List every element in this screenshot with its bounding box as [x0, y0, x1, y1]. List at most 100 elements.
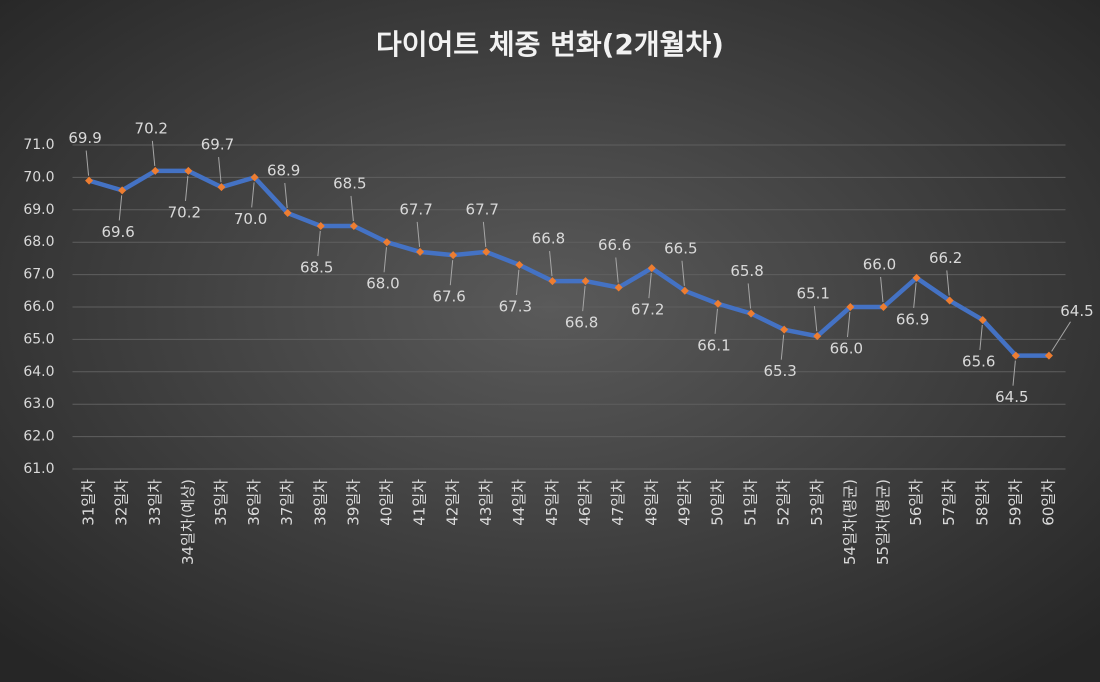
marker: [912, 273, 921, 282]
data-label: 66.0: [863, 256, 896, 274]
marker: [713, 299, 722, 308]
x-tick-label: 38일차: [311, 479, 329, 526]
x-tick-label: 34일차(예상): [179, 479, 197, 565]
y-tick-label: 71.0: [23, 137, 54, 153]
marker: [614, 283, 623, 292]
leader-line: [615, 257, 619, 283]
leader-line: [317, 230, 321, 257]
data-label: 70.0: [234, 210, 267, 228]
data-label: 66.0: [830, 340, 863, 358]
x-tick-label: 57일차: [940, 479, 958, 526]
marker: [548, 277, 557, 286]
y-tick-label: 66.0: [23, 299, 54, 315]
x-tick-label: 40일차: [377, 479, 395, 526]
data-label: 64.5: [995, 388, 1028, 406]
x-tick-label: 59일차: [1006, 479, 1024, 526]
x-tick-label: 54일차(평균): [841, 479, 859, 565]
marker: [118, 186, 127, 195]
leader-line: [151, 140, 156, 166]
x-tick-label: 36일차: [245, 479, 263, 526]
leader-line: [549, 250, 553, 277]
leader-line: [979, 324, 983, 351]
leader-line: [946, 270, 950, 296]
data-label: 66.6: [598, 236, 631, 254]
y-tick-label: 65.0: [23, 331, 54, 347]
x-tick-label: 50일차: [708, 479, 726, 526]
marker: [846, 303, 855, 311]
x-tick-label: 49일차: [675, 479, 693, 526]
marker: [813, 332, 822, 341]
x-tick-label: 48일차: [642, 479, 660, 526]
marker: [184, 166, 193, 175]
leader-line: [118, 195, 123, 221]
data-label: 66.2: [929, 249, 962, 267]
marker: [250, 173, 259, 182]
data-label: 65.3: [763, 362, 796, 380]
data-label: 64.5: [1060, 302, 1093, 320]
x-tick-label: 43일차: [477, 479, 495, 526]
marker: [647, 264, 656, 273]
x-tick-label: 47일차: [609, 479, 627, 526]
data-label: 65.8: [730, 262, 763, 280]
leader-line: [648, 273, 652, 299]
x-tick-label: 45일차: [543, 479, 561, 526]
data-label: 66.8: [565, 314, 598, 332]
chart-title: 다이어트 체중 변화(2개월차): [376, 28, 724, 61]
leader-line: [747, 283, 752, 309]
marker: [1044, 351, 1053, 360]
data-label: 69.6: [101, 223, 134, 241]
data-label: 67.7: [399, 200, 432, 218]
marker: [581, 277, 590, 286]
x-tick-label: 60일차: [1039, 479, 1057, 526]
x-tick-label: 35일차: [212, 479, 230, 526]
y-tick-label: 67.0: [23, 267, 54, 283]
y-tick-label: 70.0: [23, 169, 54, 185]
data-label: 68.5: [333, 175, 366, 193]
series-line: [88, 168, 1049, 358]
x-tick-label: 51일차: [742, 479, 760, 526]
x-tick-label: 53일차: [808, 479, 826, 526]
x-tick-label: 55일차(평균): [874, 479, 892, 565]
marker: [747, 309, 756, 318]
y-tick-label: 61.0: [23, 461, 54, 477]
y-tick-label: 64.0: [23, 364, 54, 380]
data-label: 66.5: [664, 239, 697, 257]
data-label: 65.6: [962, 352, 995, 370]
leader-line: [515, 269, 520, 295]
leader-line: [913, 282, 917, 308]
leader-line: [482, 221, 487, 247]
leader-line: [681, 260, 685, 286]
data-label: 69.7: [201, 136, 234, 154]
leader-line: [714, 308, 718, 334]
leader-line: [780, 334, 785, 360]
marker: [978, 315, 987, 324]
x-tick-label: 37일차: [278, 479, 296, 526]
leader-line: [1051, 321, 1071, 352]
leader-line: [383, 247, 387, 273]
marker: [151, 166, 160, 175]
data-label: 65.1: [797, 285, 830, 303]
x-tick-label: 44일차: [510, 479, 528, 526]
data-label: 66.9: [896, 310, 929, 328]
x-tick-label: 33일차: [146, 479, 164, 526]
marker: [449, 251, 458, 260]
leader-line: [880, 276, 884, 303]
marker: [316, 222, 325, 230]
data-label: 68.5: [300, 259, 333, 277]
x-tick-label: 52일차: [775, 479, 793, 526]
x-tick-label: 58일차: [973, 479, 991, 526]
x-tick-label: 46일차: [576, 479, 594, 526]
leader-line: [846, 311, 851, 338]
leader-line: [416, 221, 421, 247]
marker: [879, 303, 888, 311]
data-label: 68.0: [366, 275, 399, 293]
leader-line: [813, 306, 818, 332]
x-tick-label: 31일차: [80, 479, 98, 526]
y-tick-label: 69.0: [23, 202, 54, 218]
y-tick-label: 62.0: [23, 429, 54, 445]
x-tick-label: 32일차: [113, 479, 131, 526]
data-label: 69.9: [68, 129, 101, 147]
data-label: 67.6: [432, 288, 465, 306]
